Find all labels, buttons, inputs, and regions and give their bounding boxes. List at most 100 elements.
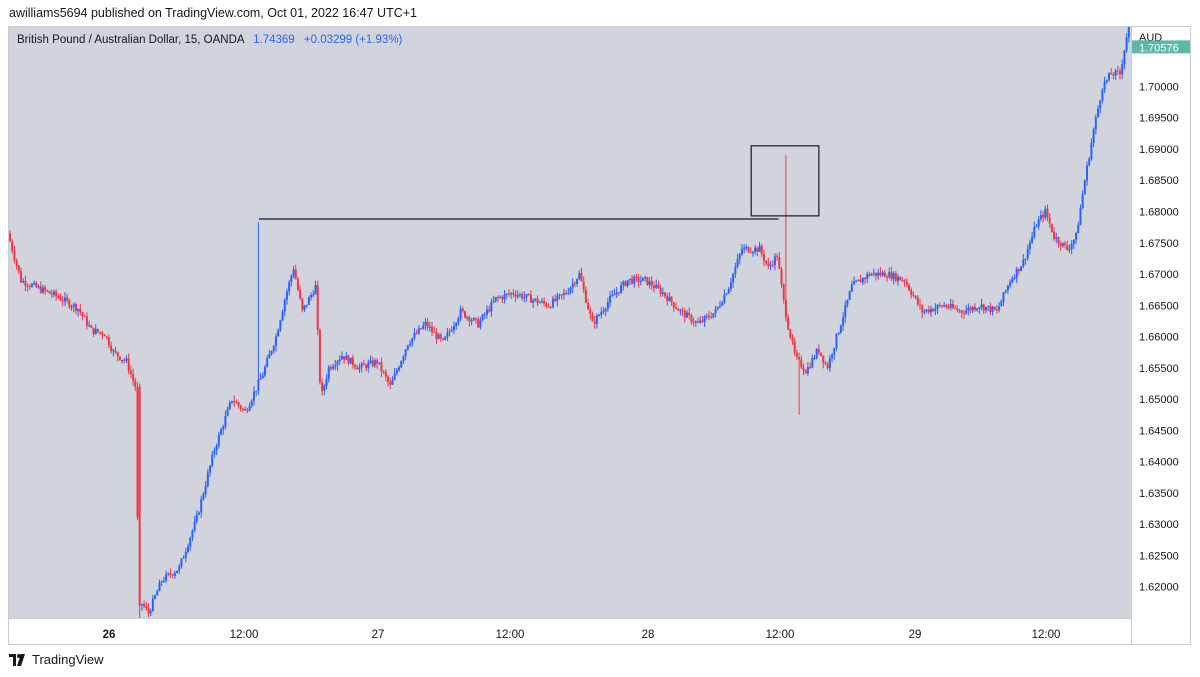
candle-body <box>776 256 779 258</box>
candle-body <box>973 306 976 310</box>
candle-body <box>17 265 20 272</box>
candle-body <box>705 315 708 317</box>
candle-body <box>773 256 776 266</box>
candle-body <box>485 309 488 315</box>
candle-body <box>839 325 842 333</box>
candle-body <box>461 308 464 312</box>
candle-body <box>11 241 14 251</box>
candle-body <box>1068 248 1071 250</box>
candle-body <box>296 279 299 290</box>
candle-body <box>675 307 678 309</box>
candle-body <box>655 284 658 289</box>
tradingview-logo[interactable]: TradingView <box>9 652 104 667</box>
candle-body <box>835 334 838 348</box>
candle-body <box>479 320 482 328</box>
candle-body <box>198 512 201 515</box>
candle-body <box>712 313 715 318</box>
candle-body <box>532 300 535 303</box>
candle-body <box>842 317 845 326</box>
candle-body <box>277 330 280 337</box>
candle-body <box>380 362 383 372</box>
candle-body <box>991 306 994 313</box>
candle-body <box>332 366 335 369</box>
candle-body <box>881 272 884 276</box>
candle-body <box>844 304 847 318</box>
candle-body <box>321 382 324 391</box>
chart-pane[interactable]: AUD 1.70576 1.70000 1.69500 1.69000 1.68500 1.… <box>8 26 1191 645</box>
candle-body <box>162 580 165 582</box>
candle-body <box>446 332 449 337</box>
candle-body <box>971 306 974 311</box>
candle-body <box>44 287 47 291</box>
candle-body <box>409 343 412 346</box>
candle-body <box>1015 268 1018 278</box>
candle-body <box>672 302 675 308</box>
candle-body <box>633 276 636 284</box>
candle-body <box>220 429 223 435</box>
candle-body <box>664 292 667 297</box>
candle-body <box>367 362 370 369</box>
candle-body <box>569 287 572 293</box>
candle-body <box>127 358 130 371</box>
candle-body <box>158 582 161 592</box>
candle-body <box>13 250 16 260</box>
candle-body <box>940 305 943 307</box>
candle-body <box>285 291 288 300</box>
candle-body <box>1086 165 1089 181</box>
candle-body <box>993 306 996 310</box>
candle-body <box>343 356 346 360</box>
candle-body <box>39 286 42 293</box>
candle-body <box>609 295 612 303</box>
candle-body <box>598 314 601 316</box>
plot-background[interactable] <box>9 27 1131 618</box>
candle-body <box>573 283 576 285</box>
candle-body <box>1077 224 1080 234</box>
candle-body <box>824 362 827 364</box>
candle-body <box>279 320 282 331</box>
candle-body <box>1114 70 1117 76</box>
candle-body <box>252 391 255 401</box>
candle-body <box>204 486 207 494</box>
candle-body <box>431 326 434 332</box>
price-tick-label: 1.66000 <box>1139 332 1179 344</box>
candle-body <box>88 325 91 327</box>
candle-body <box>551 298 554 308</box>
candle-body <box>787 317 790 330</box>
candlestick-chart[interactable]: AUD1.705761.700001.695001.690001.685001.… <box>9 27 1191 645</box>
candle-body <box>283 299 286 312</box>
candle-body <box>861 278 864 283</box>
candle-body <box>391 379 394 385</box>
candle-body <box>246 410 249 412</box>
candle-body <box>978 307 981 309</box>
candle-body <box>15 259 18 266</box>
candle-body <box>376 360 379 364</box>
candle-body <box>828 358 831 369</box>
candle-body <box>1127 27 1130 38</box>
highlight-box[interactable] <box>750 145 820 217</box>
candle-body <box>543 300 546 304</box>
candle-body <box>540 300 543 303</box>
candle-body <box>334 365 337 367</box>
time-axis-bg[interactable] <box>9 618 1131 645</box>
candle-body <box>189 537 192 547</box>
price-axis-bg[interactable] <box>1131 27 1191 645</box>
candle-body <box>822 355 825 363</box>
candle-body <box>1094 117 1097 130</box>
price-tick-label: 1.63000 <box>1139 519 1179 531</box>
candle-body <box>507 293 510 295</box>
candle-body <box>556 295 559 301</box>
symbol-legend[interactable]: British Pound / Australian Dollar, 15, O… <box>17 34 402 46</box>
price-tick-label: 1.70000 <box>1139 81 1179 93</box>
candle-body <box>644 277 647 279</box>
candle-body <box>99 331 102 333</box>
candle-body <box>209 465 212 473</box>
candle-body <box>718 305 721 307</box>
candle-body <box>932 308 935 312</box>
candle-body <box>962 313 965 315</box>
candle-body <box>35 282 38 288</box>
candle-body <box>63 297 66 302</box>
candle-body <box>679 310 682 312</box>
candle-body <box>571 283 574 288</box>
candle-body <box>435 331 438 339</box>
candle-body <box>239 405 242 409</box>
